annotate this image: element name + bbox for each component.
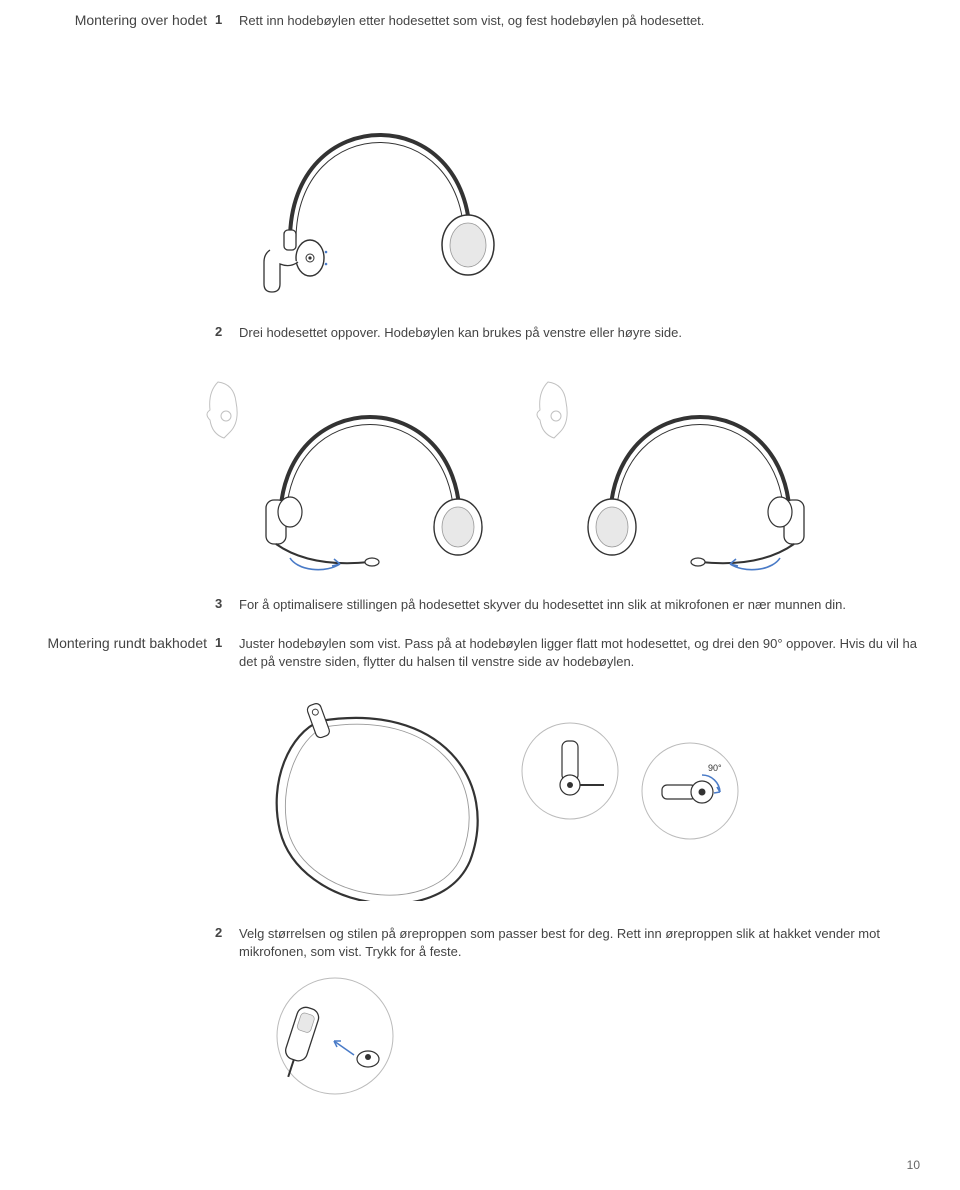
page-number: 10 xyxy=(907,1158,920,1172)
angle-label: 90° xyxy=(708,763,722,773)
step-text: Drei hodesettet oppover. Hodebøylen kan … xyxy=(239,324,920,342)
step-row: 3 For å optimalisere stillingen på hodes… xyxy=(40,596,920,614)
step-number: 3 xyxy=(215,596,239,611)
page-container: Montering over hodet 1 Rett inn hodebøyl… xyxy=(0,0,960,1190)
step-number: 1 xyxy=(215,635,239,650)
section-heading-over-hodet: Montering over hodet xyxy=(40,12,215,28)
step-row: Montering rundt bakhodet 1 Juster hodebø… xyxy=(40,635,920,671)
section-heading-rundt-bakhodet: Montering rundt bakhodet xyxy=(40,635,215,651)
step-text: Juster hodebøylen som vist. Pass på at h… xyxy=(239,635,920,671)
step-row: Montering over hodet 1 Rett inn hodebøyl… xyxy=(40,12,920,30)
step-row: 2 Drei hodesettet oppover. Hodebøylen ka… xyxy=(40,324,920,342)
step-text: Rett inn hodebøylen etter hodesettet som… xyxy=(239,12,920,30)
illustration-eartip-attach xyxy=(240,971,920,1101)
step-number: 1 xyxy=(215,12,239,27)
step-row: 2 Velg størrelsen og stilen på øreproppe… xyxy=(40,925,920,961)
step-number: 2 xyxy=(215,925,239,940)
step-number: 2 xyxy=(215,324,239,339)
illustration-headset-orientations xyxy=(200,352,920,572)
step-text: For å optimalisere stillingen på hodeset… xyxy=(239,596,920,614)
step-text: Velg størrelsen og stilen på øreproppen … xyxy=(239,925,920,961)
illustration-headband-assembly xyxy=(240,40,920,300)
illustration-behind-head-band: 90° xyxy=(240,681,920,901)
